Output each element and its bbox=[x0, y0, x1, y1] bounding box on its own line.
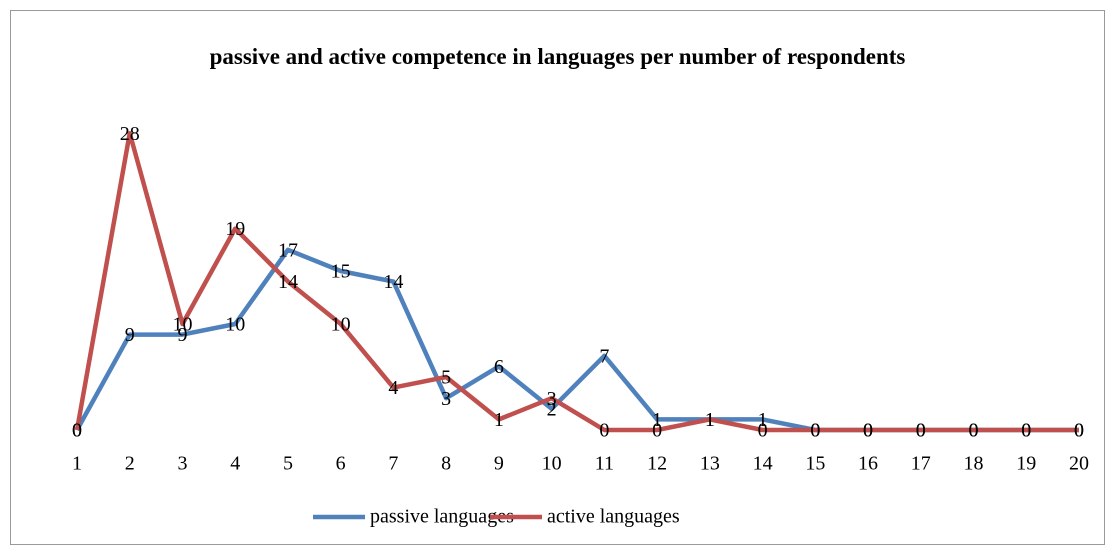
data-label: 19 bbox=[225, 218, 245, 240]
x-tick-label: 5 bbox=[283, 453, 293, 475]
x-tick-label: 11 bbox=[595, 453, 614, 475]
x-tick-label: 15 bbox=[805, 453, 825, 475]
x-tick-label: 14 bbox=[753, 453, 773, 475]
data-label: 0 bbox=[969, 420, 979, 442]
data-label: 2 bbox=[547, 398, 557, 420]
data-label: 0 bbox=[1021, 420, 1031, 442]
x-tick-label: 1 bbox=[72, 453, 82, 475]
data-label: 14 bbox=[278, 271, 298, 293]
x-tick-label: 20 bbox=[1069, 453, 1089, 475]
data-label: 9 bbox=[177, 324, 187, 346]
data-label: 3 bbox=[441, 388, 451, 410]
x-tick-label: 18 bbox=[964, 453, 984, 475]
data-label: 1 bbox=[705, 409, 715, 431]
data-label: 0 bbox=[72, 420, 82, 442]
data-label: 15 bbox=[331, 261, 351, 283]
data-label: 28 bbox=[120, 123, 140, 145]
x-tick-label: 16 bbox=[858, 453, 878, 475]
x-tick-label: 19 bbox=[1016, 453, 1036, 475]
chart-frame bbox=[10, 10, 1105, 545]
x-tick-label: 17 bbox=[911, 453, 931, 475]
x-tick-label: 12 bbox=[647, 453, 667, 475]
data-label: 0 bbox=[1074, 420, 1084, 442]
data-label: 6 bbox=[494, 356, 504, 378]
data-label: 0 bbox=[652, 420, 662, 442]
data-label: 0 bbox=[1074, 420, 1084, 442]
data-label: 0 bbox=[863, 420, 873, 442]
x-tick-label: 3 bbox=[177, 453, 187, 475]
data-label: 0 bbox=[72, 420, 82, 442]
data-label: 10 bbox=[225, 314, 245, 336]
chart-title: passive and active competence in languag… bbox=[209, 44, 906, 69]
data-label: 3 bbox=[547, 388, 557, 410]
series-line bbox=[74, 130, 1079, 433]
data-label: 17 bbox=[278, 239, 298, 261]
data-label: 0 bbox=[810, 420, 820, 442]
data-label: 0 bbox=[916, 420, 926, 442]
x-tick-label: 9 bbox=[494, 453, 504, 475]
data-label: 0 bbox=[810, 420, 820, 442]
data-label: 14 bbox=[383, 271, 403, 293]
data-label: 0 bbox=[916, 420, 926, 442]
data-label: 1 bbox=[652, 409, 662, 431]
data-label: 9 bbox=[125, 324, 135, 346]
data-label: 7 bbox=[599, 345, 609, 367]
data-label: 0 bbox=[758, 420, 768, 442]
x-tick-label: 13 bbox=[700, 453, 720, 475]
data-label: 0 bbox=[599, 420, 609, 442]
data-label: 10 bbox=[172, 314, 192, 336]
x-tick-label: 10 bbox=[542, 453, 562, 475]
data-label: 1 bbox=[705, 409, 715, 431]
legend-label: active languages bbox=[547, 506, 680, 528]
x-tick-label: 8 bbox=[441, 453, 451, 475]
legend-label: passive languages bbox=[370, 506, 514, 528]
data-label: 1 bbox=[758, 409, 768, 431]
data-label: 0 bbox=[969, 420, 979, 442]
x-tick-label: 6 bbox=[336, 453, 346, 475]
data-label: 0 bbox=[1021, 420, 1031, 442]
x-tick-label: 2 bbox=[125, 453, 135, 475]
data-label: 0 bbox=[863, 420, 873, 442]
data-label: 5 bbox=[441, 367, 451, 389]
data-label: 4 bbox=[388, 377, 398, 399]
x-tick-label: 7 bbox=[388, 453, 398, 475]
data-label: 10 bbox=[331, 314, 351, 336]
x-tick-label: 4 bbox=[230, 453, 240, 475]
data-label: 1 bbox=[494, 409, 504, 431]
